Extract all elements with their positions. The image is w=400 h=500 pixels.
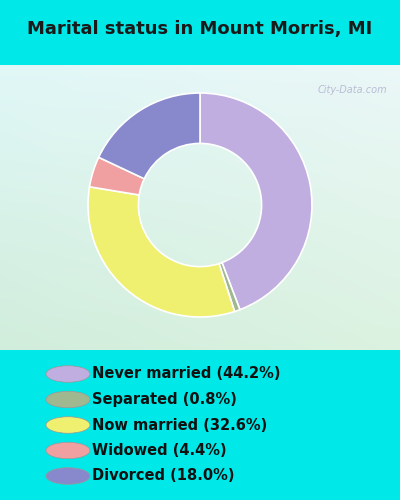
- Text: Divorced (18.0%): Divorced (18.0%): [92, 468, 234, 483]
- Circle shape: [46, 417, 90, 433]
- Wedge shape: [200, 93, 312, 310]
- Text: City-Data.com: City-Data.com: [317, 85, 387, 95]
- Text: Separated (0.8%): Separated (0.8%): [92, 392, 237, 407]
- Text: Never married (44.2%): Never married (44.2%): [92, 366, 280, 382]
- Circle shape: [46, 468, 90, 484]
- Text: Widowed (4.4%): Widowed (4.4%): [92, 443, 227, 458]
- Text: Now married (32.6%): Now married (32.6%): [92, 418, 267, 432]
- Text: Marital status in Mount Morris, MI: Marital status in Mount Morris, MI: [27, 20, 373, 38]
- Wedge shape: [90, 158, 144, 195]
- Circle shape: [46, 442, 90, 459]
- Wedge shape: [99, 93, 200, 179]
- Wedge shape: [219, 262, 240, 312]
- Circle shape: [46, 366, 90, 382]
- Wedge shape: [88, 187, 235, 317]
- Circle shape: [46, 391, 90, 408]
